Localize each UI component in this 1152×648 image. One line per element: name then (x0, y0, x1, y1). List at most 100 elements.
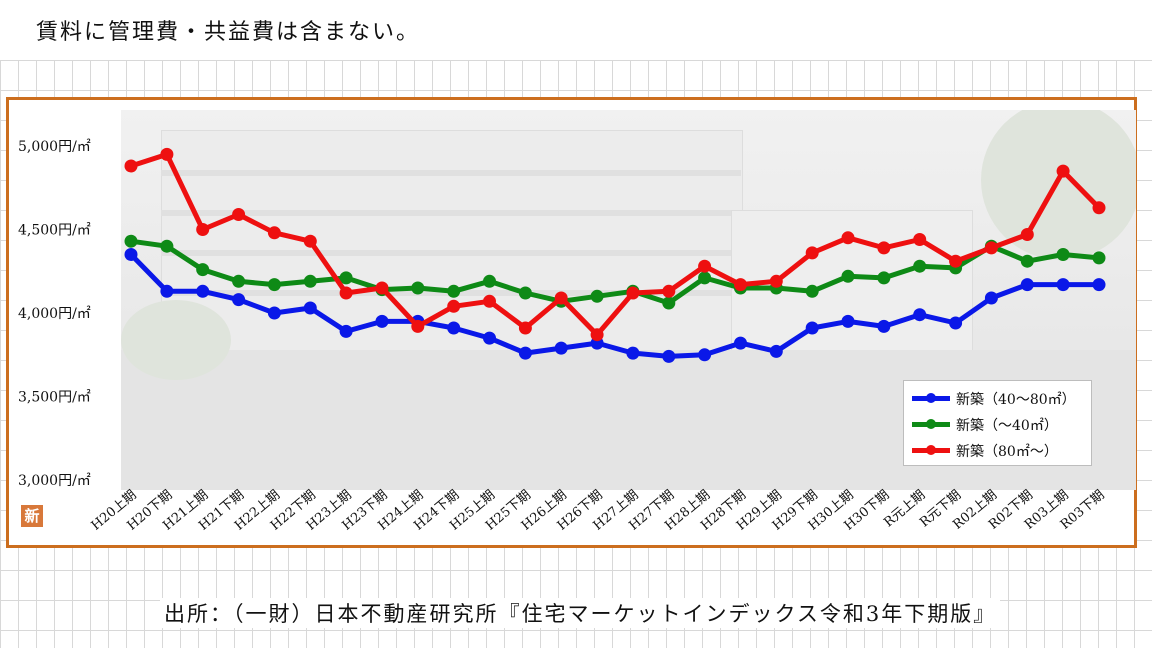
building-stripe (161, 170, 741, 176)
data-point (267, 226, 281, 240)
data-point (303, 274, 317, 288)
building-stripe (161, 210, 741, 216)
data-point (769, 344, 783, 358)
legend-item-under-40: 新築（〜40㎡） (912, 413, 1090, 435)
building-stripe (161, 250, 741, 256)
data-point (483, 274, 496, 288)
data-point (841, 269, 855, 283)
data-point (554, 341, 568, 355)
data-point (1092, 251, 1106, 265)
data-point (590, 289, 604, 303)
y-tick-label: 5,000円/㎡ (18, 139, 91, 155)
data-point (877, 319, 891, 333)
data-point (734, 278, 747, 292)
y-tick-label: 3,000円/㎡ (18, 473, 91, 489)
data-point (160, 147, 174, 161)
data-point (1092, 201, 1106, 215)
data-point (698, 259, 712, 273)
series-line (128, 151, 1102, 338)
new-badge-icon: 新 (21, 505, 43, 527)
legend-marker (926, 393, 936, 403)
series-line (128, 238, 1102, 306)
legend-item-40-80: 新築（40〜80㎡） (912, 387, 1090, 409)
data-point (375, 314, 389, 328)
data-point (841, 231, 855, 245)
data-point (877, 241, 891, 255)
data-point (339, 324, 353, 338)
data-point (805, 284, 819, 298)
data-point (805, 246, 819, 260)
data-point (411, 319, 425, 333)
data-point (984, 241, 998, 255)
data-point (232, 293, 246, 307)
data-point (447, 299, 461, 313)
data-point (124, 159, 138, 173)
data-point (626, 346, 640, 360)
data-point (554, 291, 568, 305)
data-point (303, 234, 317, 248)
data-point (339, 271, 353, 285)
data-point (447, 284, 461, 298)
data-point (339, 286, 353, 300)
data-point (232, 208, 246, 221)
chart-legend: 新築（40〜80㎡） 新築（〜40㎡） 新築（80㎡〜） (903, 380, 1092, 466)
data-point (1056, 248, 1070, 261)
data-point (913, 308, 927, 322)
data-point (196, 223, 210, 236)
source-citation: 出所：（一財）日本不動産研究所『住宅マーケットインデックス令和3年下期版』 (160, 598, 1001, 628)
legend-label: 新築（〜40㎡） (956, 418, 1058, 434)
legend-item-over-80: 新築（80㎡〜） (912, 439, 1090, 461)
data-point (483, 294, 496, 308)
data-point (518, 286, 532, 300)
data-point (841, 314, 855, 328)
data-point (160, 284, 174, 298)
data-point (124, 234, 138, 248)
legend-label: 新築（80㎡〜） (956, 444, 1058, 460)
data-point (1092, 278, 1106, 292)
data-point (518, 346, 532, 360)
data-point (662, 284, 676, 298)
legend-marker (926, 419, 936, 429)
y-tick-label: 3,500円/㎡ (18, 390, 91, 406)
data-point (232, 274, 246, 288)
data-point (303, 301, 317, 315)
series-line (128, 252, 1102, 359)
data-point (913, 233, 927, 246)
data-point (196, 263, 210, 277)
data-point (1056, 278, 1070, 292)
data-point (662, 349, 676, 363)
data-point (1020, 254, 1034, 268)
rent-note: 賃料に管理費・共益費は含まない。 (36, 20, 421, 45)
data-point (518, 321, 532, 335)
data-point (1056, 164, 1070, 178)
data-point (877, 271, 891, 285)
data-point (411, 281, 425, 295)
data-point (984, 291, 998, 305)
data-point (805, 321, 819, 335)
data-point (160, 239, 174, 253)
y-tick-label: 4,000円/㎡ (18, 306, 91, 322)
y-tick-label: 4,500円/㎡ (18, 223, 91, 239)
legend-marker (926, 445, 936, 455)
data-point (698, 348, 712, 362)
tree (981, 110, 1136, 260)
data-point (483, 331, 496, 345)
data-point (769, 274, 783, 288)
data-point (949, 254, 963, 268)
tree (121, 300, 231, 380)
data-point (734, 336, 747, 350)
data-point (913, 259, 927, 273)
data-point (447, 321, 461, 335)
data-point (662, 296, 676, 310)
data-point (949, 316, 963, 330)
data-point (267, 278, 281, 292)
data-point (626, 286, 640, 300)
data-point (698, 271, 712, 285)
data-point (1020, 228, 1034, 241)
data-point (124, 248, 138, 261)
data-point (267, 306, 281, 320)
data-point (375, 281, 389, 295)
data-point (1020, 278, 1034, 292)
data-point (196, 284, 210, 298)
